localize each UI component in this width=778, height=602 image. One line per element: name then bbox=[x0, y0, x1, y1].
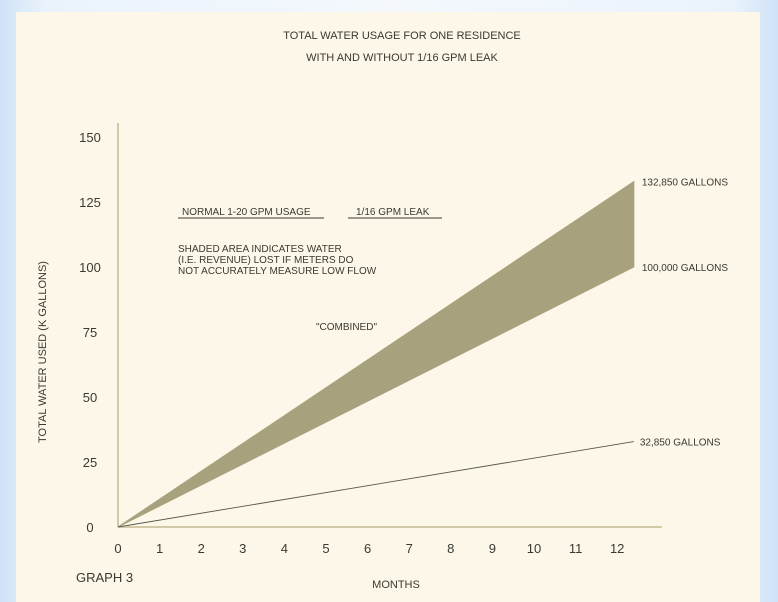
x-tick-label: 2 bbox=[198, 541, 205, 556]
y-tick-label: 50 bbox=[83, 390, 97, 405]
y-tick-label: 0 bbox=[86, 520, 93, 535]
y-tick-label: 25 bbox=[83, 455, 97, 470]
water-usage-chart: TOTAL WATER USAGE FOR ONE RESIDENCE WITH… bbox=[37, 30, 728, 591]
x-tick-label: 0 bbox=[114, 541, 121, 556]
chart-title: TOTAL WATER USAGE FOR ONE RESIDENCE bbox=[283, 30, 521, 42]
shaded-area-lost-revenue bbox=[117, 180, 635, 528]
x-tick-label: 1 bbox=[156, 541, 163, 556]
x-tick-label: 3 bbox=[239, 541, 246, 556]
graph-footer-label: GRAPH 3 bbox=[76, 570, 133, 585]
y-tick-label: 75 bbox=[83, 325, 97, 340]
combined-end-label: 132,850 GALLONS bbox=[642, 178, 728, 189]
x-tick-label: 9 bbox=[489, 541, 496, 556]
y-tick-label: 125 bbox=[79, 195, 101, 210]
legend-leak-label: 1/16 GPM LEAK bbox=[356, 207, 430, 218]
normal-end-label: 100,000 GALLONS bbox=[642, 263, 728, 274]
annotation-line-2: (I.E. REVENUE) LOST IF METERS DO bbox=[178, 255, 354, 266]
y-axis-label: TOTAL WATER USED (K GALLONS) bbox=[37, 261, 49, 443]
x-tick-label: 12 bbox=[610, 541, 624, 556]
chart-subtitle: WITH AND WITHOUT 1/16 GPM LEAK bbox=[306, 52, 498, 64]
annotation-line-1: SHADED AREA INDICATES WATER bbox=[178, 244, 342, 255]
x-tick-label: 5 bbox=[322, 541, 329, 556]
axes bbox=[117, 123, 662, 528]
x-axis-label: MONTHS bbox=[372, 579, 420, 591]
x-tick-label: 10 bbox=[527, 541, 541, 556]
x-tick-label: 4 bbox=[281, 541, 288, 556]
chart-panel: TOTAL WATER USAGE FOR ONE RESIDENCE WITH… bbox=[16, 12, 760, 602]
legend-normal-label: NORMAL 1-20 GPM USAGE bbox=[182, 207, 311, 218]
leak-end-label: 32,850 GALLONS bbox=[640, 438, 721, 449]
x-tick-label: 7 bbox=[406, 541, 413, 556]
chart-marks: 32,850 GALLONS 100,000 GALLONS 132,850 GAL… bbox=[117, 178, 728, 528]
x-tick-label: 6 bbox=[364, 541, 371, 556]
x-tick-label: 8 bbox=[447, 541, 454, 556]
annotation-line-3: NOT ACCURATELY MEASURE LOW FLOW bbox=[178, 266, 377, 277]
combined-label: "COMBINED" bbox=[316, 322, 377, 333]
y-tick-label: 150 bbox=[79, 130, 101, 145]
y-tick-label: 100 bbox=[79, 260, 101, 275]
x-tick-label: 11 bbox=[569, 541, 583, 556]
leak-series-line bbox=[117, 441, 634, 528]
